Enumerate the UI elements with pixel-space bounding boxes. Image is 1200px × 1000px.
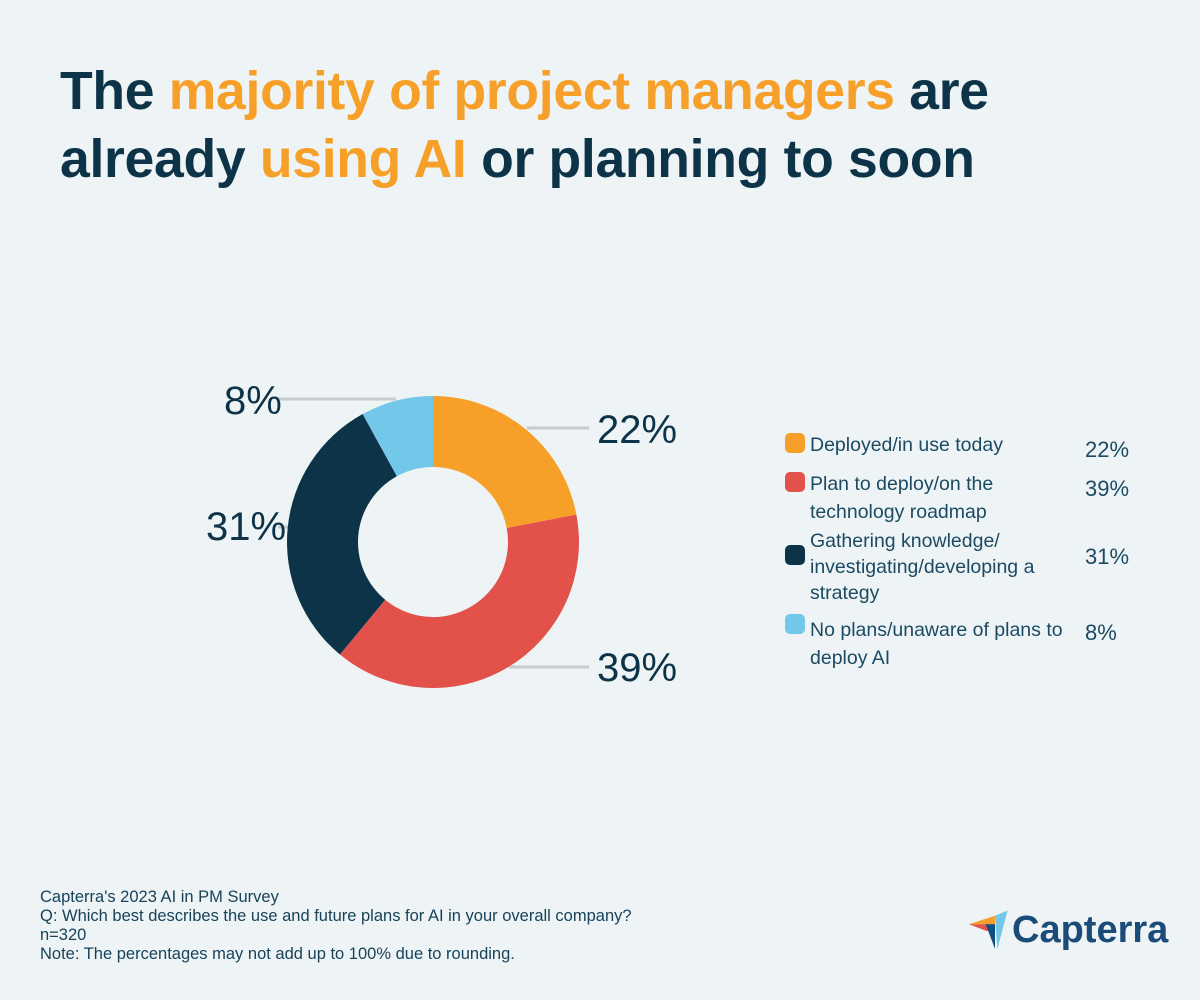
svg-text:Capterra: Capterra [1012, 909, 1169, 951]
